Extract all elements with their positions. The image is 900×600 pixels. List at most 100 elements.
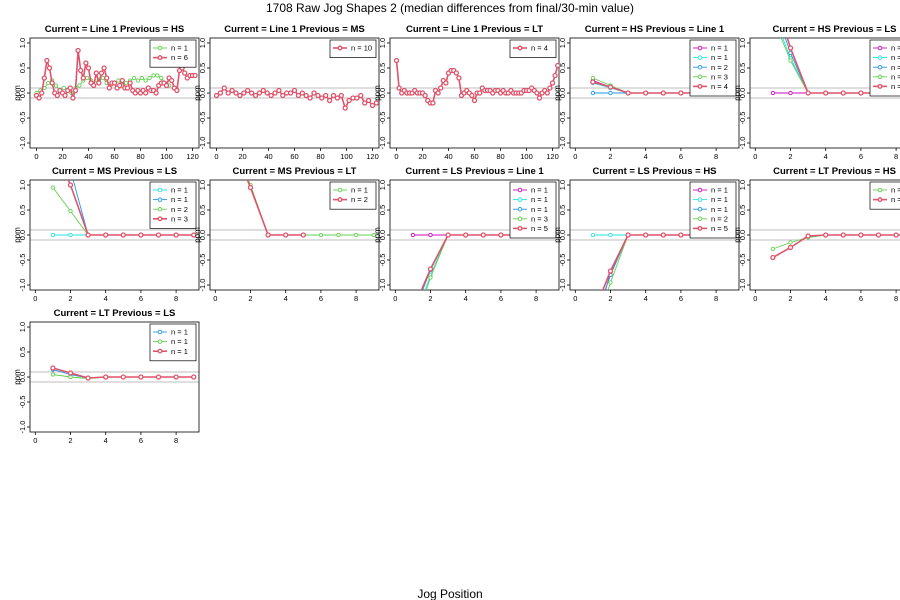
- y-tick-label: 0.0: [738, 88, 747, 98]
- x-tick-label: 2: [68, 436, 72, 445]
- data-point: [788, 58, 793, 63]
- y-tick-label: 1.0: [738, 38, 747, 48]
- x-tick-label: 6: [859, 152, 863, 161]
- y-tick-label: -1.0: [378, 137, 387, 150]
- legend-swatch-point: [157, 216, 163, 222]
- legend-label: n = 1: [171, 328, 188, 337]
- y-tick-label: 0.5: [198, 63, 207, 73]
- x-tick-label: 6: [139, 436, 143, 445]
- data-point: [893, 232, 899, 238]
- data-point: [840, 232, 846, 238]
- data-point: [591, 323, 594, 326]
- legend-swatch-point: [877, 187, 883, 193]
- x-tick-label: 20: [418, 152, 426, 161]
- data-point: [318, 232, 324, 238]
- data-point: [770, 254, 776, 261]
- legend-label: n = 3: [171, 214, 188, 223]
- legend-box: [149, 323, 197, 362]
- legend-swatch-point: [157, 348, 163, 354]
- legend-label: n = 1: [171, 195, 188, 204]
- data-point: [438, 85, 444, 91]
- legend-label: n = 5: [711, 224, 728, 233]
- data-point: [625, 232, 631, 238]
- x-tick-label: 6: [679, 152, 683, 161]
- data-point: [229, 87, 235, 94]
- panel-title: Current = MS Previous = LS: [52, 166, 177, 177]
- legend: n = 1n = 1n = 1n = 2n = 5: [689, 181, 737, 239]
- panel-ylabel: ppm: [553, 227, 562, 243]
- x-tick-label: 6: [679, 294, 683, 303]
- legend-swatch-point: [157, 197, 163, 202]
- data-point: [334, 95, 341, 101]
- data-point: [173, 232, 179, 238]
- data-point: [311, 90, 317, 96]
- y-tick-label: 0.5: [558, 205, 567, 215]
- y-tick-label: 0.5: [378, 205, 387, 215]
- x-tick-label: 8: [174, 436, 178, 445]
- x-tick-label: 2: [788, 294, 792, 303]
- y-tick-label: -1.0: [198, 279, 207, 292]
- data-point: [44, 57, 50, 64]
- data-point: [463, 232, 469, 238]
- data-point: [411, 328, 414, 331]
- data-point: [119, 77, 125, 84]
- data-point: [840, 90, 846, 96]
- x-tick-label: 0: [573, 152, 577, 161]
- legend-label: n = 1: [711, 205, 728, 214]
- data-point: [643, 90, 649, 96]
- data-point: [124, 85, 131, 91]
- data-point: [365, 97, 372, 104]
- legend-swatch-point: [877, 197, 883, 203]
- x-tick-label: 60: [290, 152, 298, 161]
- panel-title: Current = Line 1 Previous = MS: [224, 24, 364, 35]
- legend-label: n = 4: [531, 44, 548, 53]
- x-tick-label: 4: [104, 436, 108, 445]
- data-point: [805, 233, 811, 239]
- y-tick-label: -0.5: [18, 112, 27, 125]
- y-tick-label: 0.5: [738, 63, 747, 73]
- legend-label: n = 4: [711, 82, 728, 91]
- data-point: [590, 90, 596, 96]
- data-point: [544, 90, 550, 96]
- legend: n = 1n = 1n = 3n = 3n = 3: [869, 39, 900, 97]
- x-tick-label: 4: [644, 294, 648, 303]
- data-point: [264, 90, 270, 96]
- data-point: [427, 266, 434, 272]
- x-tick-label: 6: [139, 294, 143, 303]
- x-tick-label: 4: [644, 152, 648, 161]
- x-tick-label: 80: [316, 152, 324, 161]
- x-tick-label: 0: [33, 436, 37, 445]
- figure-title: 1708 Raw Jog Shapes 2 (median difference…: [266, 1, 634, 15]
- x-tick-label: 40: [84, 152, 92, 161]
- x-tick-label: 100: [340, 152, 353, 161]
- data-point: [93, 70, 99, 76]
- x-tick-label: 6: [319, 294, 323, 303]
- chart-panel: Current = LT Previous = HS ppm 0 2 4 6 8 -1.0 -0…: [733, 166, 900, 303]
- data-point: [300, 232, 306, 238]
- legend-label: n = 3: [891, 72, 900, 81]
- data-point: [823, 232, 829, 238]
- data-point: [155, 374, 162, 380]
- panel-ylabel: ppm: [193, 227, 202, 243]
- x-tick-label: 8: [714, 294, 718, 303]
- data-point: [237, 92, 243, 99]
- data-point: [147, 75, 152, 81]
- y-tick-label: 0.0: [198, 230, 207, 240]
- legend-label: n = 1: [711, 195, 728, 204]
- series-line: [602, 234, 734, 290]
- legend-label: n = 1: [531, 195, 548, 204]
- legend-box: [149, 39, 197, 68]
- data-point: [155, 73, 160, 78]
- data-point: [453, 70, 459, 76]
- y-tick-label: 1.0: [198, 38, 207, 48]
- data-point: [233, 90, 239, 96]
- chart-panel: Current = Line 1 Previous = MS ppm 0 20 40 60…: [193, 24, 380, 161]
- panel-ylabel: ppm: [373, 85, 382, 101]
- data-point: [315, 92, 321, 99]
- data-point: [139, 75, 144, 81]
- series-group: [50, 180, 197, 238]
- data-point: [192, 72, 198, 79]
- y-tick-label: -0.5: [378, 254, 387, 267]
- data-point: [555, 62, 559, 69]
- data-point: [660, 232, 666, 238]
